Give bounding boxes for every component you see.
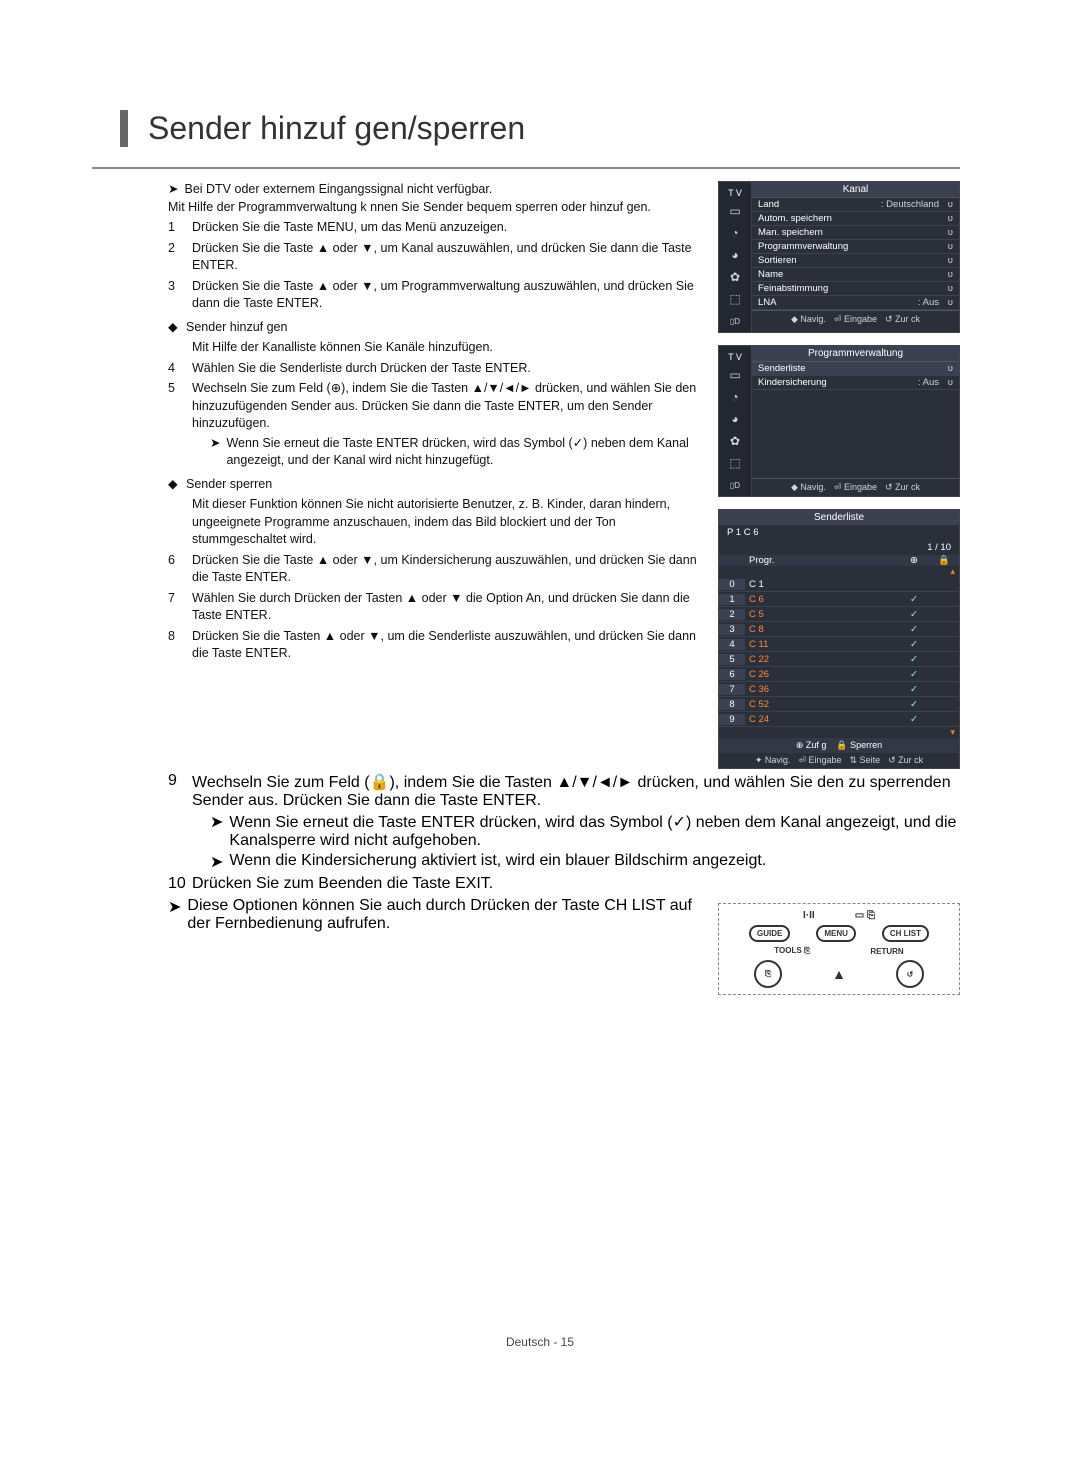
osd-senderliste: Senderliste P 1 C 6 1 / 10 Progr. ⊕ 🔒 ▴ … — [718, 509, 960, 769]
dual-icon: I·II — [803, 910, 815, 921]
step-9-note1: Wenn Sie erneut die Taste ENTER drücken,… — [229, 812, 960, 850]
page-title: Sender hinzuf gen/sperren — [148, 110, 960, 147]
final-note: Diese Optionen können Sie auch durch Drü… — [187, 897, 698, 933]
instruction-text: ➤Bei DTV oder externem Eingangssignal ni… — [120, 181, 698, 663]
tools-button[interactable]: ⎘ — [754, 960, 782, 988]
channel-icon: ◕ — [724, 409, 746, 429]
input-icon: ⬚ — [724, 453, 746, 473]
menu-button[interactable]: MENU — [816, 925, 856, 942]
channel-icon: ◕ — [724, 245, 746, 265]
guide-button[interactable]: GUIDE — [749, 925, 790, 942]
setup-icon: ✿ — [724, 267, 746, 287]
digital-icon: ▯D — [724, 475, 746, 495]
setup-icon: ✿ — [724, 431, 746, 451]
sound-icon: ◔ — [724, 223, 746, 243]
return-button[interactable]: ↺ — [896, 960, 924, 988]
chlist-button[interactable]: CH LIST — [882, 925, 929, 942]
picture-icon: ▭ — [724, 365, 746, 385]
step-10: Drücken Sie zum Beenden die Taste EXIT. — [192, 875, 960, 893]
up-arrow-icon: ▲ — [832, 966, 846, 982]
sound-icon: ◔ — [724, 387, 746, 407]
digital-icon: ▯D — [724, 311, 746, 331]
picture-icon: ▭ — [724, 201, 746, 221]
tools-label: TOOLS ⎘ — [774, 946, 810, 956]
osd-kanal-menu: T V ▭ ◔ ◕ ✿ ⬚ ▯D Kanal Land: Deutschland… — [718, 181, 960, 333]
remote-diagram: I·II ▭ ⎘ GUIDE MENU CH LIST TOOLS ⎘ RETU… — [718, 903, 960, 995]
subtitle-icon: ▭ ⎘ — [855, 910, 875, 921]
osd-programmverwaltung: T V ▭ ◔ ◕ ✿ ⬚ ▯D Programmverwaltung Send… — [718, 345, 960, 497]
page-footer: Deutsch - 15 — [120, 1335, 960, 1349]
step-9-note2: Wenn die Kindersicherung aktiviert ist, … — [229, 852, 766, 872]
input-icon: ⬚ — [724, 289, 746, 309]
return-label: RETURN — [870, 947, 903, 956]
step-9: Wechseln Sie zum Feld (🔒), indem Sie die… — [192, 772, 960, 810]
